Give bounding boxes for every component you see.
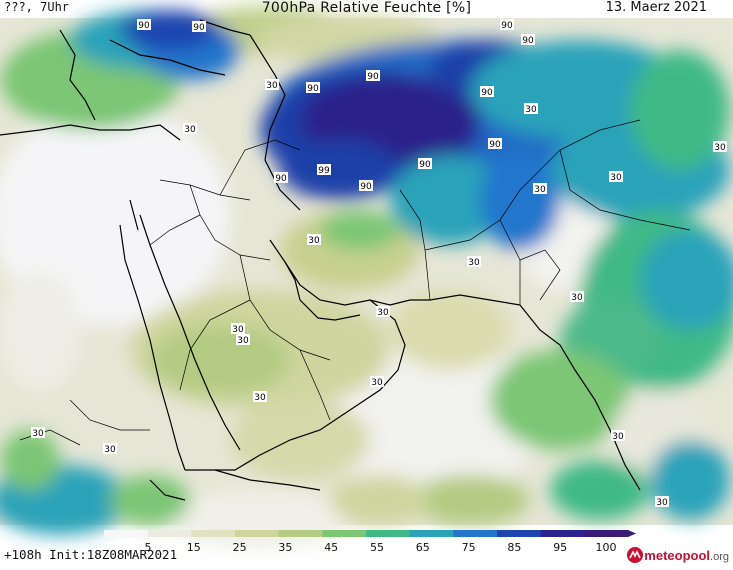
svg-text:30: 30 — [104, 445, 116, 455]
contour-label: 30 — [655, 496, 669, 508]
colorbar-tick-label: 65 — [416, 541, 430, 554]
svg-text:30: 30 — [266, 81, 278, 91]
colorbar-segment — [453, 530, 498, 537]
meteopool-logo-icon — [627, 547, 644, 563]
contour-label: 99 — [317, 164, 331, 176]
contour-label: 30 — [713, 141, 727, 153]
colorbar-segment — [322, 530, 367, 537]
location-time-label: ???, 7Uhr — [4, 0, 70, 14]
colorbar-segment — [278, 530, 323, 537]
colorbar-segment — [104, 530, 149, 537]
svg-text:30: 30 — [656, 498, 668, 508]
svg-text:90: 90 — [522, 36, 534, 46]
svg-text:90: 90 — [193, 23, 205, 33]
contour-label: 90 — [359, 180, 373, 192]
svg-text:90: 90 — [501, 21, 513, 31]
svg-text:90: 90 — [138, 21, 150, 31]
svg-text:30: 30 — [254, 393, 266, 403]
colorbar-segment — [497, 530, 542, 537]
svg-text:90: 90 — [489, 140, 501, 150]
colorbar: 5 15 25 35 45 55 65 75 85 95 100 — [104, 530, 636, 554]
svg-text:30: 30 — [308, 236, 320, 246]
contour-label: 30 — [31, 427, 45, 439]
map-title: 700hPa Relative Feuchte [%] — [261, 0, 472, 16]
contour-label: 90 — [306, 82, 320, 94]
colorbar-arrow — [628, 530, 636, 537]
svg-text:30: 30 — [468, 258, 480, 268]
svg-text:90: 90 — [275, 174, 287, 184]
svg-text:99: 99 — [318, 166, 330, 176]
svg-text:90: 90 — [307, 84, 319, 94]
contour-label: 30 — [524, 103, 538, 115]
contour-labels: 90 90 90 90 90 90 90 90 90 99 90 30 30 3… — [31, 19, 727, 455]
svg-text:90: 90 — [367, 72, 379, 82]
contour-label: 90 — [192, 21, 206, 33]
contour-label: 90 — [521, 34, 535, 46]
colorbar-tick-label: 95 — [553, 541, 567, 554]
forecast-date: 13. Maerz 2021 — [605, 0, 707, 15]
svg-text:90: 90 — [360, 182, 372, 192]
svg-text:30: 30 — [184, 125, 196, 135]
contour-label: 30 — [307, 234, 321, 246]
contour-label: 30 — [236, 334, 250, 346]
contour-label: 90 — [366, 70, 380, 82]
country-borders — [19, 119, 691, 446]
contour-labels-extra: 90 30 30 30 — [359, 180, 669, 508]
contour-label: 30 — [253, 391, 267, 403]
contour-label: 90 — [480, 86, 494, 98]
contour-label: 30 — [231, 323, 245, 335]
contour-label: 30 — [533, 183, 547, 195]
svg-text:30: 30 — [371, 378, 383, 388]
svg-text:90: 90 — [481, 88, 493, 98]
svg-text:30: 30 — [237, 336, 249, 346]
colorbar-segment — [147, 530, 192, 537]
colorbar-segment — [366, 530, 411, 537]
colorbar-tick-label: 85 — [507, 541, 521, 554]
contour-label: 90 — [137, 19, 151, 31]
contour-label: 30 — [183, 123, 197, 135]
contour-label: 30 — [570, 291, 584, 303]
colorbar-tick-label: 100 — [596, 541, 617, 554]
contour-label: 30 — [265, 79, 279, 91]
contour-label: 90 — [274, 172, 288, 184]
contour-label: 30 — [376, 306, 390, 318]
colorbar-tick-label: 45 — [324, 541, 338, 554]
svg-text:30: 30 — [534, 185, 546, 195]
svg-text:30: 30 — [32, 429, 44, 439]
svg-text:30: 30 — [714, 143, 726, 153]
colorbar-tick-label: 35 — [278, 541, 292, 554]
colorbar-tick-label: 75 — [462, 541, 476, 554]
contour-label: 90 — [500, 19, 514, 31]
colorbar-segment — [540, 530, 585, 537]
contour-label: 90 — [418, 158, 432, 170]
svg-text:90: 90 — [419, 160, 431, 170]
logo-text: meteopool.org — [644, 547, 729, 563]
coastlines — [0, 19, 641, 501]
contour-label: 30 — [467, 256, 481, 268]
colorbar-tick-label: 25 — [233, 541, 247, 554]
svg-text:30: 30 — [525, 105, 537, 115]
colorbar-segment — [235, 530, 280, 537]
colorbar-tick-label: 5 — [145, 541, 152, 554]
svg-text:30: 30 — [610, 173, 622, 183]
meteopool-logo[interactable]: meteopool.org — [626, 546, 729, 564]
svg-text:30: 30 — [232, 325, 244, 335]
contour-label: 90 — [488, 138, 502, 150]
run-info: +108h Init:18Z08MAR2021 — [4, 547, 178, 562]
colorbar-segment — [191, 530, 236, 537]
svg-text:30: 30 — [377, 308, 389, 318]
colorbar-tick-label: 55 — [370, 541, 384, 554]
colorbar-segment — [584, 530, 629, 537]
contour-label: 30 — [611, 430, 625, 442]
contour-label: 30 — [103, 443, 117, 455]
contour-label: 30 — [609, 171, 623, 183]
colorbar-segment — [409, 530, 454, 537]
contour-label: 30 — [370, 376, 384, 388]
svg-text:30: 30 — [571, 293, 583, 303]
colorbar-tick-label: 15 — [187, 541, 201, 554]
svg-text:30: 30 — [612, 432, 624, 442]
